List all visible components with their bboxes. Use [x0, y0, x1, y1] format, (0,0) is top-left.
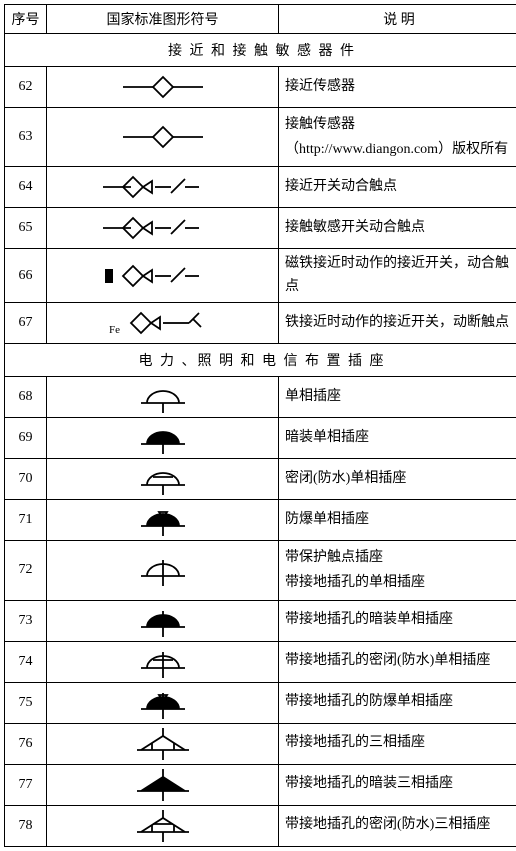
row-desc: 带接地插孔的密闭(防水)单相插座 — [279, 641, 516, 682]
row-desc: 接近开关动合触点 — [279, 167, 516, 208]
row-symbol — [47, 764, 279, 805]
row-seq: 72 — [5, 541, 47, 600]
table-row: 73 带接地插孔的暗装单相插座 — [5, 600, 516, 641]
row-symbol — [47, 682, 279, 723]
row-seq: 63 — [5, 108, 47, 167]
row-seq: 77 — [5, 764, 47, 805]
table-row: 77 带接地插孔的暗装三相插座 — [5, 764, 516, 805]
row-symbol — [47, 541, 279, 600]
row-symbol — [47, 500, 279, 541]
row-seq: 69 — [5, 418, 47, 459]
row-desc: 带接地插孔的暗装单相插座 — [279, 600, 516, 641]
row-seq: 65 — [5, 208, 47, 249]
row-symbol — [47, 641, 279, 682]
table-row: 68 单相插座 — [5, 377, 516, 418]
table-row: 71 防爆单相插座 — [5, 500, 516, 541]
row-seq: 74 — [5, 641, 47, 682]
col-seq-header: 序号 — [5, 5, 47, 34]
row-seq: 75 — [5, 682, 47, 723]
row-symbol — [47, 377, 279, 418]
row-desc: 磁铁接近时动作的接近开关，动合触点 — [279, 249, 516, 303]
row-desc: 带接地插孔的暗装三相插座 — [279, 764, 516, 805]
row-desc: 密闭(防水)单相插座 — [279, 459, 516, 500]
row-symbol — [47, 249, 279, 303]
table-row: 62 接近传感器 — [5, 67, 516, 108]
header-row: 序号 国家标准图形符号 说 明 — [5, 5, 516, 34]
section-header-row: 电 力 、照 明 和 电 信 布 置 插 座 — [5, 344, 516, 377]
table-row: 67 Fe 铁接近时动作的接近开关，动断触点 — [5, 303, 516, 344]
section-title: 电 力 、照 明 和 电 信 布 置 插 座 — [5, 344, 516, 377]
row-symbol — [47, 208, 279, 249]
row-desc: 带保护触点插座带接地插孔的单相插座 — [279, 541, 516, 600]
row-symbol — [47, 67, 279, 108]
row-desc: 带接地插孔的密闭(防水)三相插座 — [279, 805, 516, 846]
table-row: 75 带接地插孔的防爆单相插座 — [5, 682, 516, 723]
row-desc: 铁接近时动作的接近开关，动断触点 — [279, 303, 516, 344]
row-desc: 接触敏感开关动合触点 — [279, 208, 516, 249]
table-row: 64 接近开关动合触点 — [5, 167, 516, 208]
row-seq: 73 — [5, 600, 47, 641]
section-header-row: 接 近 和 接 触 敏 感 器 件 — [5, 34, 516, 67]
row-symbol — [47, 167, 279, 208]
row-seq: 67 — [5, 303, 47, 344]
table-row: 70 密闭(防水)单相插座 — [5, 459, 516, 500]
row-desc: 接触传感器（http://www.diangon.com）版权所有 — [279, 108, 516, 167]
row-seq: 66 — [5, 249, 47, 303]
symbols-table: 序号 国家标准图形符号 说 明 接 近 和 接 触 敏 感 器 件62 接近传感器… — [4, 4, 516, 847]
section-title: 接 近 和 接 触 敏 感 器 件 — [5, 34, 516, 67]
row-seq: 68 — [5, 377, 47, 418]
table-row: 74 带接地插孔的密闭(防水)单相插座 — [5, 641, 516, 682]
row-desc: 暗装单相插座 — [279, 418, 516, 459]
row-desc: 带接地插孔的防爆单相插座 — [279, 682, 516, 723]
row-seq: 76 — [5, 723, 47, 764]
row-desc: 防爆单相插座 — [279, 500, 516, 541]
row-desc: 接近传感器 — [279, 67, 516, 108]
row-symbol — [47, 459, 279, 500]
table-row: 76 带接地插孔的三相插座 — [5, 723, 516, 764]
table-row: 65 接触敏感开关动合触点 — [5, 208, 516, 249]
col-sym-header: 国家标准图形符号 — [47, 5, 279, 34]
row-symbol: Fe — [47, 303, 279, 344]
svg-text:Fe: Fe — [109, 324, 120, 336]
table-row: 78 带接地插孔的密闭(防水)三相插座 — [5, 805, 516, 846]
row-symbol — [47, 108, 279, 167]
table-row: 63 接触传感器（http://www.diangon.com）版权所有 — [5, 108, 516, 167]
row-desc: 带接地插孔的三相插座 — [279, 723, 516, 764]
table-row: 72 带保护触点插座带接地插孔的单相插座 — [5, 541, 516, 600]
row-seq: 62 — [5, 67, 47, 108]
row-desc: 单相插座 — [279, 377, 516, 418]
table-row: 66 磁铁接近时动作的接近开关，动合触点 — [5, 249, 516, 303]
row-symbol — [47, 418, 279, 459]
row-symbol — [47, 600, 279, 641]
table-row: 69 暗装单相插座 — [5, 418, 516, 459]
row-symbol — [47, 805, 279, 846]
row-symbol — [47, 723, 279, 764]
row-seq: 64 — [5, 167, 47, 208]
col-desc-header: 说 明 — [279, 5, 516, 34]
row-seq: 71 — [5, 500, 47, 541]
row-seq: 70 — [5, 459, 47, 500]
row-seq: 78 — [5, 805, 47, 846]
